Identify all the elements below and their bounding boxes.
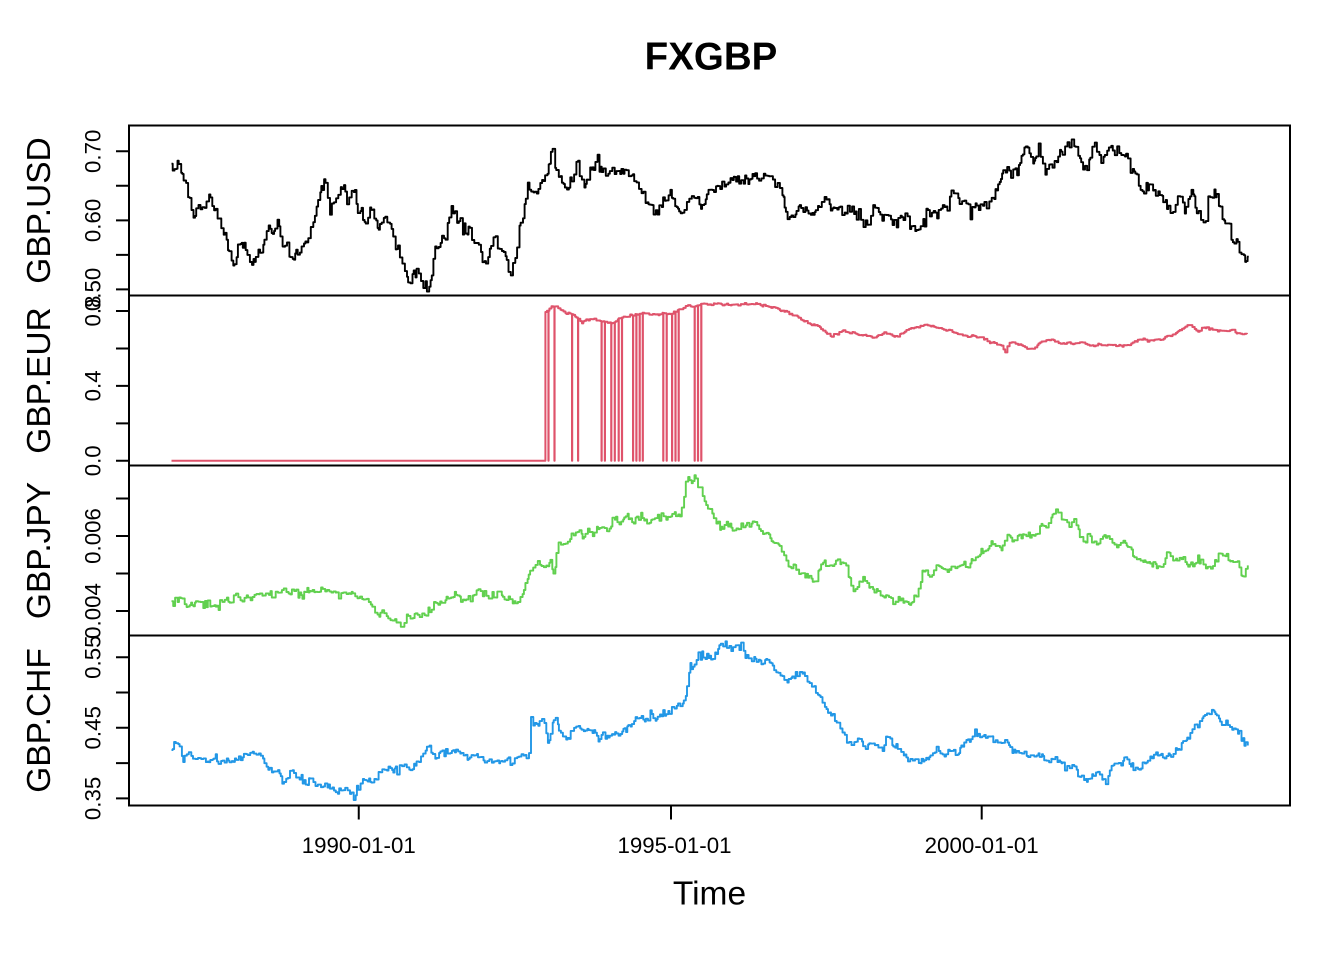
svg-text:0.8: 0.8 [80,296,105,327]
svg-text:0.70: 0.70 [80,130,105,173]
svg-text:Time: Time [673,876,746,913]
svg-text:1990-01-01: 1990-01-01 [302,833,416,858]
svg-text:0.35: 0.35 [80,777,105,820]
svg-text:GBP.JPY: GBP.JPY [21,482,58,619]
svg-text:0.004: 0.004 [80,583,105,639]
svg-text:0.60: 0.60 [80,199,105,242]
svg-text:GBP.USD: GBP.USD [21,137,58,283]
svg-text:GBP.CHF: GBP.CHF [21,648,58,793]
svg-text:0.45: 0.45 [80,706,105,749]
svg-text:GBP.EUR: GBP.EUR [21,307,58,453]
svg-text:0.0: 0.0 [80,445,105,476]
svg-text:0.50: 0.50 [80,268,105,311]
svg-text:0.55: 0.55 [80,635,105,678]
svg-text:2000-01-01: 2000-01-01 [925,833,1039,858]
svg-text:1995-01-01: 1995-01-01 [617,833,731,858]
svg-text:FXGBP: FXGBP [645,35,778,78]
svg-text:0.4: 0.4 [80,370,105,401]
svg-text:0.006: 0.006 [80,508,105,564]
